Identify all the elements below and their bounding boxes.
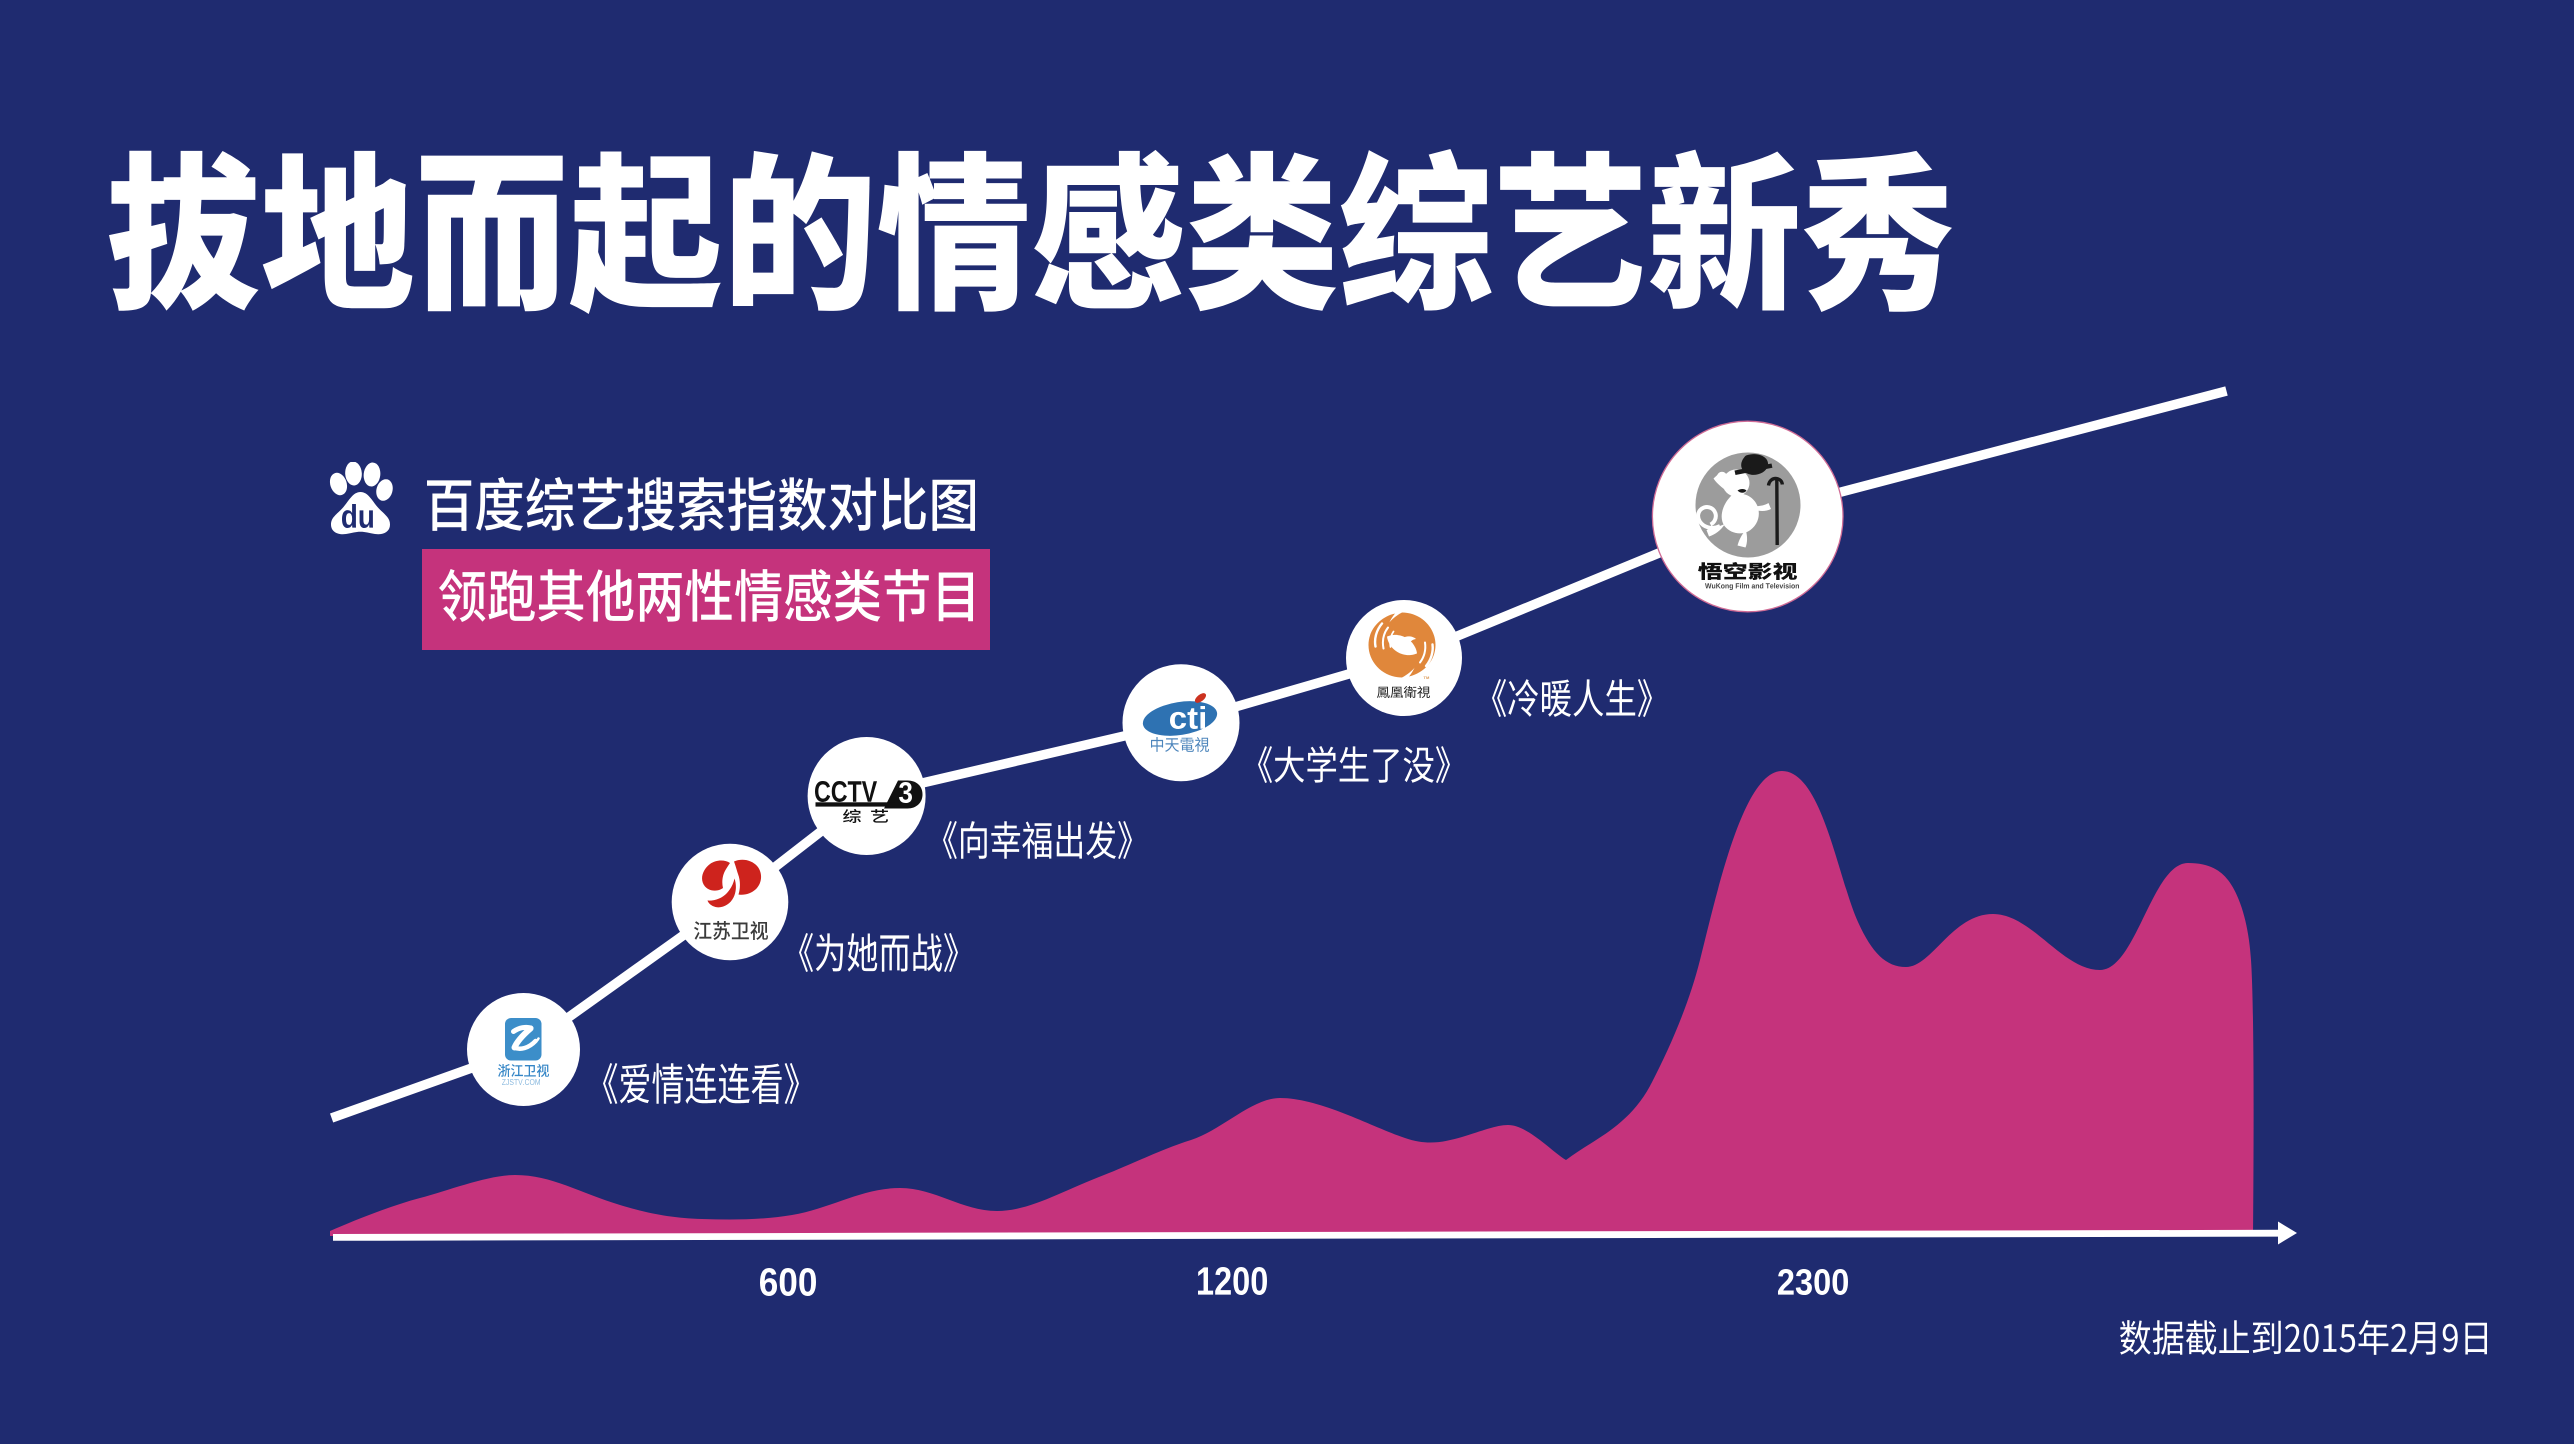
svg-text:TM: TM xyxy=(1424,675,1430,680)
